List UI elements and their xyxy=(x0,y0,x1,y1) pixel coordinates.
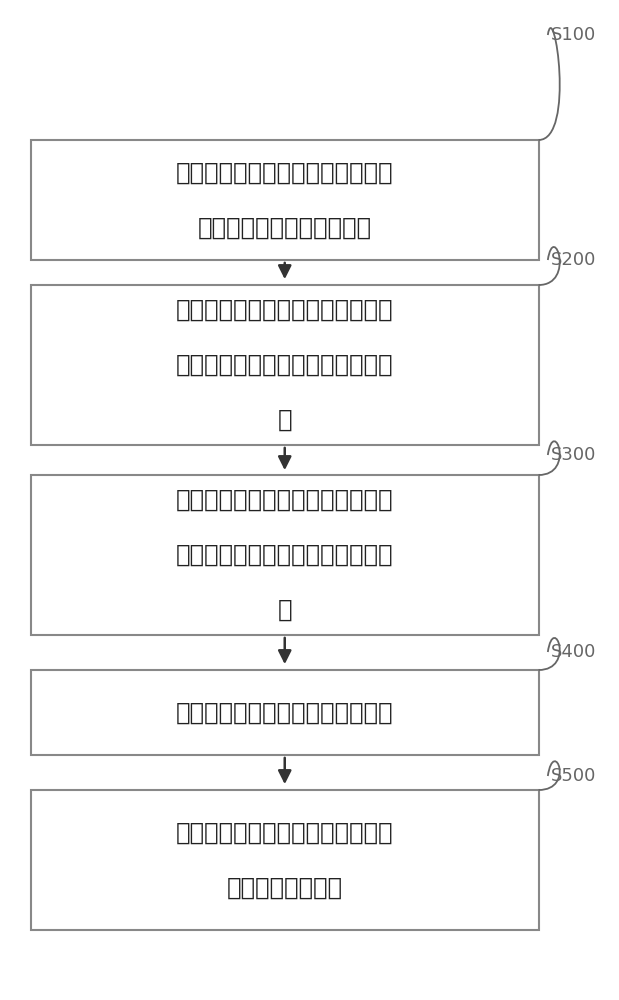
Text: 对所述延迟电路数学模型执行第一: 对所述延迟电路数学模型执行第一 xyxy=(176,298,394,322)
Text: 子: 子 xyxy=(277,408,292,432)
FancyBboxPatch shape xyxy=(31,285,539,445)
Text: 基于所述延迟函数和所述变换因子: 基于所述延迟函数和所述变换因子 xyxy=(176,488,394,512)
Text: S500: S500 xyxy=(551,767,596,785)
Text: 对互连电路系统进行数学建模，得: 对互连电路系统进行数学建模，得 xyxy=(176,160,394,184)
Text: S100: S100 xyxy=(551,26,596,44)
FancyBboxPatch shape xyxy=(31,475,539,635)
FancyBboxPatch shape xyxy=(31,670,539,755)
FancyBboxPatch shape xyxy=(31,790,539,930)
Text: S400: S400 xyxy=(551,643,596,661)
Text: 到对应的延迟电路数学模型: 到对应的延迟电路数学模型 xyxy=(197,216,372,239)
Text: S200: S200 xyxy=(551,251,596,269)
Text: 基于所述递推关系式计算投影矩阵: 基于所述递推关系式计算投影矩阵 xyxy=(176,700,394,724)
Text: 执行第二计算步骤，得到递推关系: 执行第二计算步骤，得到递推关系 xyxy=(176,543,394,567)
Text: 式: 式 xyxy=(277,598,292,622)
Text: 根据正交变换矩阵对所述延迟电路: 根据正交变换矩阵对所述延迟电路 xyxy=(176,820,394,844)
Text: S300: S300 xyxy=(551,446,596,464)
FancyBboxPatch shape xyxy=(31,140,539,260)
Text: 计算步骤，得到延迟函数和变换因: 计算步骤，得到延迟函数和变换因 xyxy=(176,353,394,377)
Text: 数学模型进行降阶: 数学模型进行降阶 xyxy=(227,876,343,900)
